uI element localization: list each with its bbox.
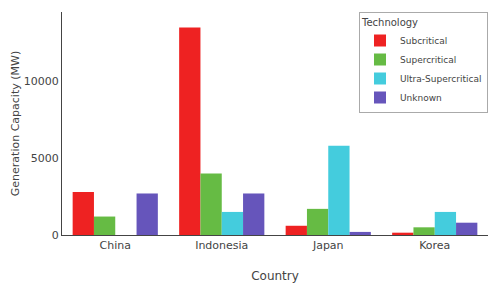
- svg-text:China: China: [100, 239, 131, 252]
- svg-text:Technology: Technology: [361, 17, 418, 28]
- svg-text:Unknown: Unknown: [400, 93, 442, 103]
- svg-text:10000: 10000: [24, 75, 59, 88]
- svg-text:Japan: Japan: [312, 239, 344, 252]
- svg-text:Supercritical: Supercritical: [400, 55, 456, 65]
- svg-text:Subcritical: Subcritical: [400, 36, 447, 46]
- svg-text:5000: 5000: [31, 152, 59, 165]
- svg-text:0: 0: [52, 229, 59, 242]
- svg-text:Indonesia: Indonesia: [195, 239, 248, 252]
- svg-text:Generation Capacity (MW): Generation Capacity (MW): [9, 51, 22, 196]
- svg-text:Korea: Korea: [419, 239, 450, 252]
- svg-text:Ultra-Supercritical: Ultra-Supercritical: [400, 74, 481, 84]
- svg-text:Country: Country: [251, 269, 299, 283]
